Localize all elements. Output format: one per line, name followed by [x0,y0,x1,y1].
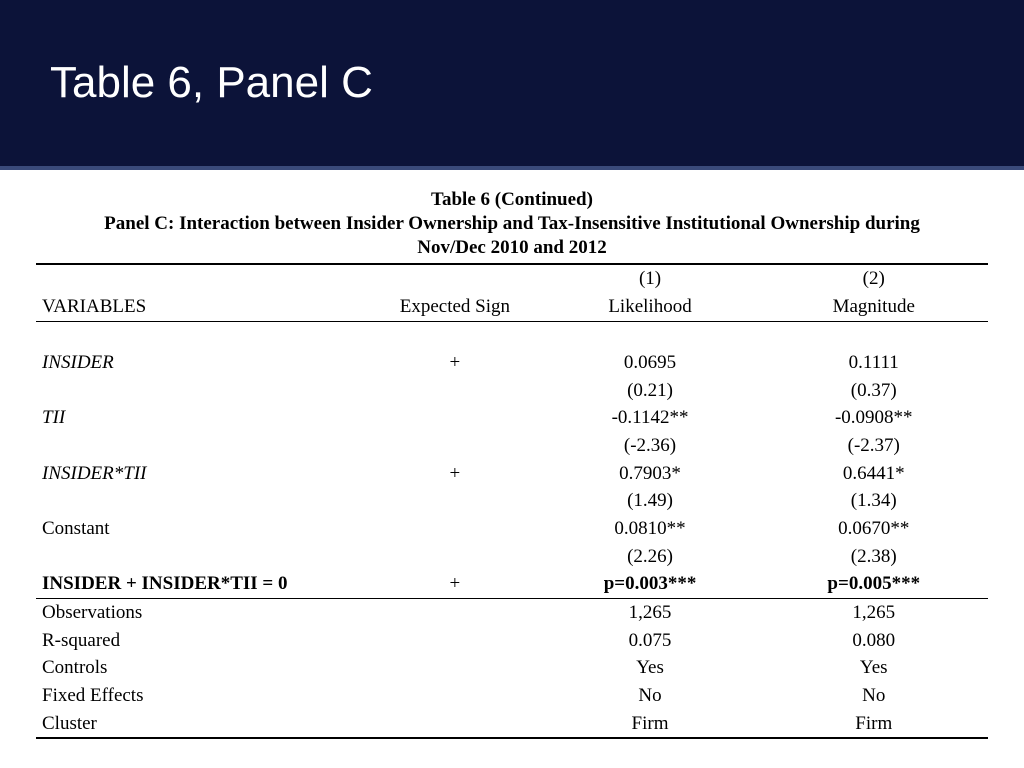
sign-insider-tii: + [369,460,540,488]
table-header-labels: VARIABLES Expected Sign Likelihood Magni… [36,293,988,321]
cell: (-2.36) [541,432,760,460]
table-row: (2.26) (2.38) [36,543,988,571]
cell: p=0.003*** [541,570,760,598]
var-constant: Constant [36,515,369,543]
sign-constant [369,515,540,543]
cell: (-2.37) [760,432,989,460]
table-row: TII -0.1142** -0.0908** [36,404,988,432]
cell: (2.38) [760,543,989,571]
var-cluster: Cluster [36,710,369,739]
cell: No [760,682,989,710]
slide-header: Table 6, Panel C [0,0,1024,170]
var-insider-tii: INSIDER*TII [36,460,369,488]
variables-label: VARIABLES [36,293,369,321]
var-rsquared: R-squared [36,627,369,655]
caption-line-2: Panel C: Interaction between Insider Own… [104,213,920,234]
table-row: Fixed Effects No No [36,682,988,710]
var-fixed-effects: Fixed Effects [36,682,369,710]
col2-number: (2) [760,264,989,293]
cell: 1,265 [541,598,760,626]
cell: Yes [541,654,760,682]
table-caption: Table 6 (Continued) Panel C: Interaction… [36,188,988,259]
cell: No [541,682,760,710]
cell: -0.0908** [760,404,989,432]
sign-joint: + [369,570,540,598]
cell: (1.49) [541,487,760,515]
table-row: Cluster Firm Firm [36,710,988,739]
sign-insider: + [369,349,540,377]
regression-table: (1) (2) VARIABLES Expected Sign Likeliho… [36,263,988,739]
slide-title: Table 6, Panel C [50,58,373,108]
cell: 0.075 [541,627,760,655]
cell: (0.21) [541,377,760,405]
table-row: (-2.36) (-2.37) [36,432,988,460]
table-row: INSIDER + 0.0695 0.1111 [36,349,988,377]
expected-sign-label: Expected Sign [369,293,540,321]
cell: 0.0670** [760,515,989,543]
cell: (0.37) [760,377,989,405]
cell: 0.080 [760,627,989,655]
var-observations: Observations [36,598,369,626]
table-row: R-squared 0.075 0.080 [36,627,988,655]
cell: 0.0695 [541,349,760,377]
table-row [36,321,988,349]
table-row: Controls Yes Yes [36,654,988,682]
var-insider: INSIDER [36,349,369,377]
table-header-numbers: (1) (2) [36,264,988,293]
caption-line-3: Nov/Dec 2010 and 2012 [417,237,606,258]
cell: (1.34) [760,487,989,515]
cell: 0.7903* [541,460,760,488]
cell: (2.26) [541,543,760,571]
cell: Firm [760,710,989,739]
cell: 0.6441* [760,460,989,488]
var-controls: Controls [36,654,369,682]
sign-tii [369,404,540,432]
cell: Firm [541,710,760,739]
col2-label: Magnitude [760,293,989,321]
table-row: INSIDER*TII + 0.7903* 0.6441* [36,460,988,488]
table-row: Observations 1,265 1,265 [36,598,988,626]
var-tii: TII [36,404,369,432]
cell: 0.1111 [760,349,989,377]
var-joint-test: INSIDER + INSIDER*TII = 0 [36,570,369,598]
cell: 0.0810** [541,515,760,543]
cell: p=0.005*** [760,570,989,598]
table-row: Constant 0.0810** 0.0670** [36,515,988,543]
caption-line-1: Table 6 (Continued) [431,189,593,210]
table-row: INSIDER + INSIDER*TII = 0 + p=0.003*** p… [36,570,988,598]
col1-number: (1) [541,264,760,293]
table-row: (0.21) (0.37) [36,377,988,405]
slide: Table 6, Panel C Table 6 (Continued) Pan… [0,0,1024,768]
cell: -0.1142** [541,404,760,432]
cell: 1,265 [760,598,989,626]
table-row: (1.49) (1.34) [36,487,988,515]
cell: Yes [760,654,989,682]
slide-content: Table 6 (Continued) Panel C: Interaction… [0,170,1024,739]
col1-label: Likelihood [541,293,760,321]
